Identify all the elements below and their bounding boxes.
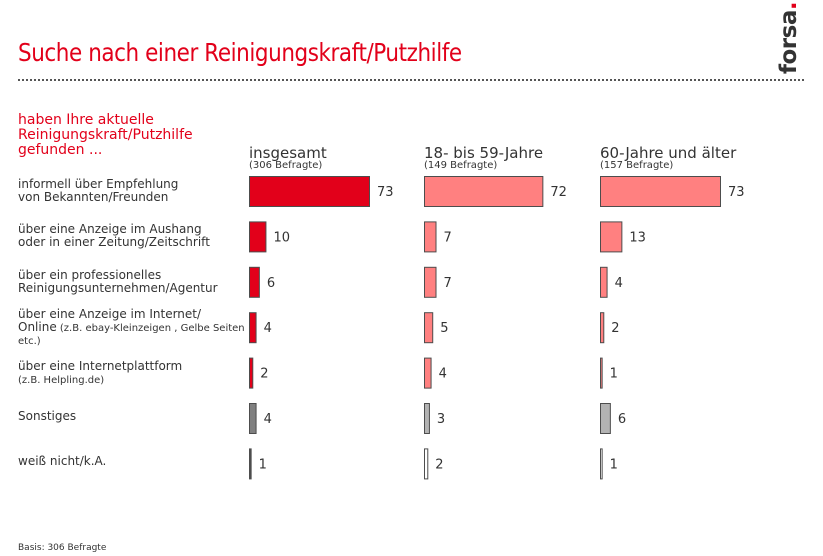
category-label-line: weiß nicht/k.A. (18, 454, 107, 469)
bar (600, 403, 611, 434)
bar (600, 266, 608, 298)
category-label: weiß nicht/k.A. (18, 455, 248, 468)
bar (424, 448, 429, 480)
bar-value-label: 73 (377, 185, 394, 200)
category-label: informell über Empfehlung von Bekannten/F… (18, 178, 248, 204)
bar (424, 403, 430, 434)
series-header-insgesamt: insgesamt (249, 144, 327, 162)
bar (424, 176, 544, 207)
bar (600, 312, 605, 344)
bar-value-label: 4 (615, 276, 623, 291)
category-label-line: über ein professionelles (18, 267, 162, 282)
category-label-line: informell über Empfehlung (18, 177, 179, 191)
bar-value-label: 2 (611, 321, 619, 336)
category-label-line: Reinigungsunternehmen/Agentur (18, 280, 218, 295)
bar-value-label: 73 (728, 185, 745, 200)
series-base-60plus: (157 Befragte) (600, 160, 674, 171)
bar (424, 312, 434, 344)
category-label: über eine Anzeige im Internet/Online (z.… (18, 306, 248, 347)
bar-value-label: 13 (629, 230, 646, 245)
series-base-insgesamt: (306 Befragte) (249, 160, 323, 171)
bar-value-label: 4 (264, 321, 272, 336)
bar-value-label: 7 (444, 230, 452, 245)
bar (424, 266, 437, 298)
bar (600, 221, 623, 253)
category-label: Sonstiges (18, 410, 248, 423)
bar-value-label: 4 (264, 412, 272, 427)
bar (249, 403, 257, 434)
bar-value-label: 72 (550, 185, 567, 200)
bar (249, 312, 257, 344)
bar (249, 221, 267, 253)
bar (424, 221, 437, 253)
category-label-line: Sonstiges (18, 409, 77, 423)
bar (249, 357, 254, 389)
category-label: über eine Internetplattform (z.B. Helplin… (18, 358, 248, 386)
bar (600, 176, 721, 207)
category-label: über eine Anzeige im Aushang oder in eine… (18, 223, 248, 249)
category-note: (z.B. ebay-Kleinzeigen , Gelbe Seiten et… (18, 322, 245, 347)
bar-value-label: 6 (618, 412, 626, 427)
bar-value-label: 2 (260, 367, 268, 382)
bar-value-label: 6 (267, 276, 275, 291)
title-divider (18, 79, 804, 81)
category-label-line: über eine Anzeige im Internet/ (18, 306, 202, 321)
bar-value-label: 1 (259, 457, 267, 472)
bar (249, 448, 252, 480)
chart-title: Suche nach einer Reinigungskraft/Putzhil… (18, 38, 462, 67)
series-header-18-59: 18- bis 59-Jahre (424, 144, 544, 162)
bar-value-label: 1 (610, 367, 618, 382)
series-header-60plus: 60-Jahre und älter (600, 144, 737, 162)
bar (600, 448, 603, 480)
footnote-basis: Basis: 306 Befragte (18, 543, 107, 553)
bar (249, 266, 260, 298)
question-text: haben Ihre aktuelle Reinigungskraft/Putz… (18, 112, 193, 158)
bar-value-label: 5 (440, 321, 448, 336)
category-label-line: über eine Internetplattform (18, 358, 183, 373)
bar (424, 357, 432, 389)
category-label-line: von Bekannten/Freunden (18, 190, 169, 204)
bar (249, 176, 370, 207)
category-label-line: oder in einer Zeitung/Zeitschrift (18, 235, 210, 250)
bar-value-label: 10 (273, 230, 290, 245)
bar-value-label: 4 (439, 367, 447, 382)
series-base-18-59: (149 Befragte) (424, 160, 498, 171)
category-label-line: Online (18, 319, 57, 334)
category-label: über ein professionelles Reinigungsuntern… (18, 267, 248, 295)
bar-value-label: 1 (610, 457, 618, 472)
bar-value-label: 3 (437, 412, 445, 427)
bar-value-label: 7 (444, 276, 452, 291)
bar-value-label: 2 (435, 457, 443, 472)
category-label-line: über eine Anzeige im Aushang (18, 222, 202, 237)
category-note: (z.B. Helpling.de) (18, 374, 105, 386)
bar (600, 357, 603, 389)
